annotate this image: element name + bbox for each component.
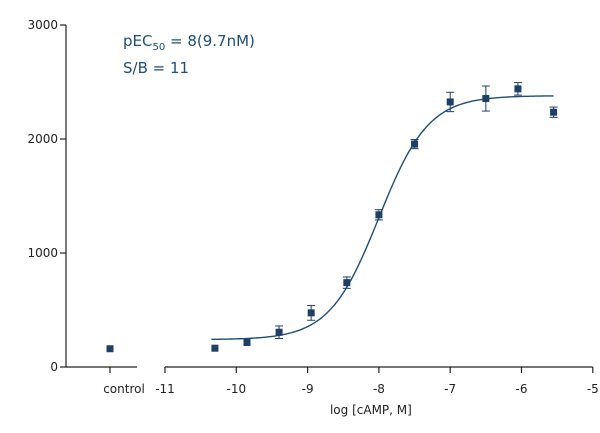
y-tick-label: 0	[50, 360, 58, 374]
x-tick-label: -8	[373, 382, 385, 396]
pec50-main: pEC	[123, 32, 152, 50]
data-markers	[106, 85, 558, 353]
data-point	[411, 140, 419, 148]
data-point	[446, 98, 454, 106]
data-point	[243, 338, 251, 346]
data-point	[275, 328, 283, 336]
data-point	[514, 85, 522, 93]
x-tick-label: -11	[155, 382, 175, 396]
x-tick-label: -10	[226, 382, 246, 396]
x-ticks: -11 -10 -9 -8 -7 -6 -5	[109, 367, 599, 396]
y-tick-label: 3000	[27, 18, 58, 32]
data-point	[550, 108, 558, 116]
fit-curve	[211, 95, 554, 341]
x-tick-label: -5	[587, 382, 599, 396]
data-point	[307, 309, 315, 317]
error-bars	[275, 82, 558, 339]
pec50-annotation: pEC50 = 8(9.7nM)	[123, 32, 255, 53]
signal-background-annotation: S/B = 11	[123, 59, 189, 77]
y-tick-label: 2000	[27, 132, 58, 146]
data-point	[343, 279, 351, 287]
control-data-point	[106, 345, 114, 353]
data-point	[375, 211, 383, 219]
control-tick-label: control	[103, 382, 145, 396]
pec50-value: = 8(9.7nM)	[165, 32, 255, 50]
x-axis-title: log [cAMP, M]	[330, 403, 412, 417]
x-tick-label: -6	[516, 382, 528, 396]
x-tick-label: -9	[302, 382, 314, 396]
data-point	[211, 344, 219, 352]
pec50-subscript: 50	[152, 42, 165, 53]
data-point	[482, 95, 490, 103]
x-tick-label: -7	[444, 382, 456, 396]
y-tick-label: 1000	[27, 246, 58, 260]
y-ticks: 0 1000 2000 3000	[27, 18, 66, 374]
